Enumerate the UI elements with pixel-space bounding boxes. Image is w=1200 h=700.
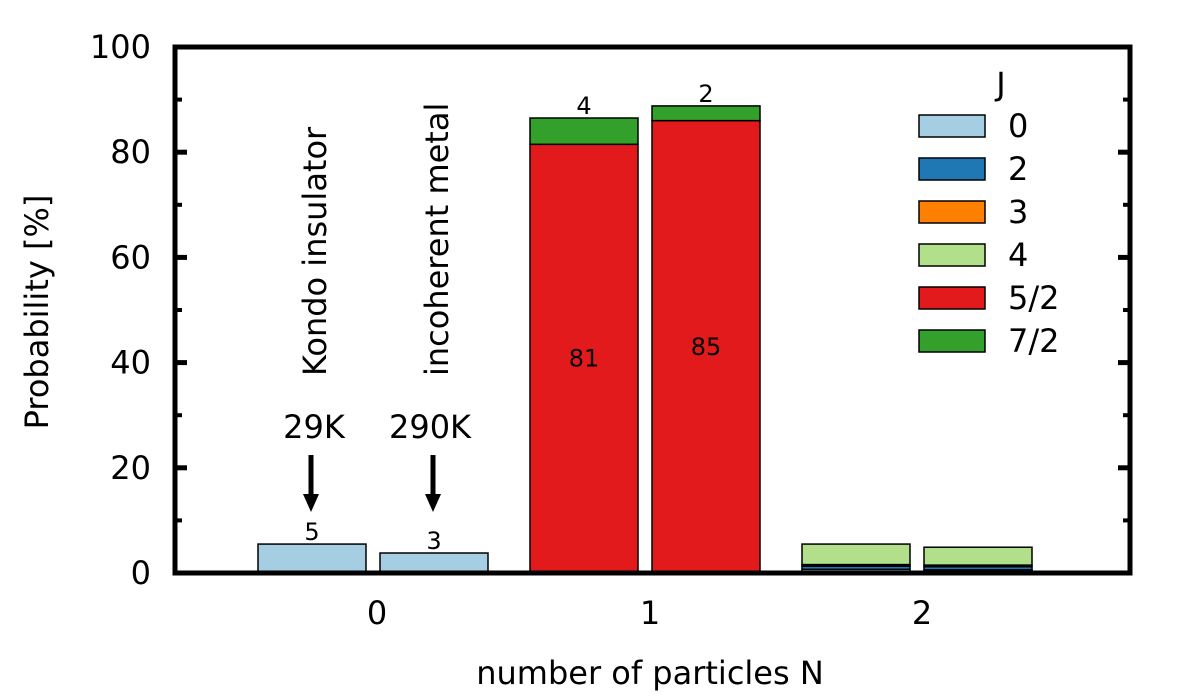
legend-label-j-5-2: 5/2 [1008, 279, 1060, 317]
legend-label-j-2: 2 [1008, 150, 1028, 188]
bar-value-label: 4 [576, 92, 591, 120]
x-tick-label: 0 [367, 594, 387, 632]
bar-segment-j-4 [923, 546, 1033, 566]
bar-value-label: 2 [698, 80, 713, 108]
legend-swatch-j-7-2 [918, 329, 986, 353]
bar-segment-j-7-2 [651, 105, 761, 122]
bar-group-0-29k [257, 543, 367, 574]
bar-segment-j-5-2 [529, 143, 639, 574]
legend-label-j-0: 0 [1008, 107, 1028, 145]
bar-segment-j-0 [379, 552, 489, 574]
bar-group-2-29k [801, 543, 911, 574]
bar-value-label: 5 [304, 518, 319, 546]
arrow-290k [425, 455, 441, 512]
annotation-temp-290k: 290K [389, 408, 472, 446]
y-tick-label: 80 [110, 133, 151, 171]
y-tick-label: 40 [110, 344, 151, 382]
bar-segment-j-0 [257, 543, 367, 574]
annotation-temp-29k: 29K [283, 408, 346, 446]
legend-swatch-j-2 [918, 157, 986, 181]
legend-title: J [994, 65, 1005, 103]
legend-swatch-j-0 [918, 114, 986, 138]
annotation-kondo-insulator: Kondo insulator [296, 126, 334, 376]
annotation-incoherent-metal: incoherent metal [418, 103, 456, 376]
legend-label-j-3: 3 [1008, 193, 1028, 231]
x-axis-title: number of particles N [476, 654, 824, 692]
bar-segment-j-7-2 [529, 117, 639, 146]
bar-group-0-290k [379, 552, 489, 574]
bars: 5 3 81 4 85 2 [257, 80, 1033, 574]
y-tick-label: 60 [110, 238, 151, 276]
legend-label-j-4: 4 [1008, 236, 1028, 274]
bar-group-1-29k [529, 117, 639, 574]
bar-group-2-290k [923, 546, 1033, 574]
bar-segment-j-4 [801, 543, 911, 566]
y-tick-label: 0 [131, 554, 151, 592]
legend-label-j-7-2: 7/2 [1008, 322, 1060, 360]
y-axis-title: Probability [%] [18, 195, 56, 430]
y-tick-label: 100 [90, 28, 151, 66]
x-tick-label: 2 [912, 594, 932, 632]
bar-group-1-290k [651, 105, 761, 574]
legend: J 0 2 3 4 5/2 7/2 [918, 65, 1060, 360]
bar-value-label: 81 [569, 345, 600, 373]
y-tick-label: 20 [110, 449, 151, 487]
bar-value-label: 85 [691, 333, 722, 361]
legend-swatch-j-5-2 [918, 286, 986, 310]
legend-swatch-j-3 [918, 200, 986, 224]
x-tick-label: 1 [640, 594, 660, 632]
legend-swatch-j-4 [918, 243, 986, 267]
bar-value-label: 3 [426, 527, 441, 555]
arrow-29k [303, 455, 319, 512]
